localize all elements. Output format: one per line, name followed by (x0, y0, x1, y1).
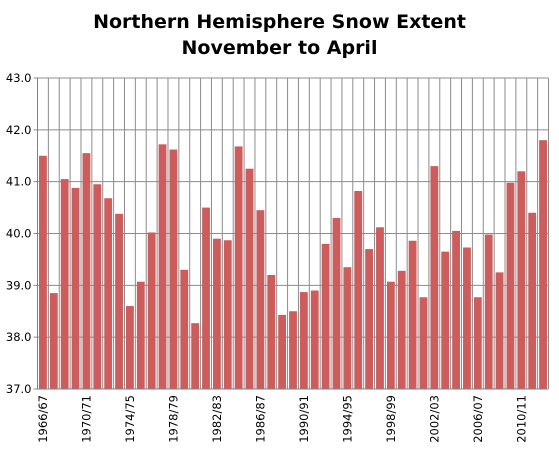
bar-1988-89 (278, 314, 287, 389)
grid-layer (33, 77, 549, 390)
x-tick-label: 1974/75 (123, 395, 137, 443)
y-tick-label: 42.0 (6, 123, 32, 137)
bar-2004-05 (452, 230, 460, 389)
bar-1974-75 (126, 306, 134, 389)
x-tick-label: 2002/03 (427, 395, 441, 443)
y-tick-labels: 37.0 38.0 39.0 40.0 41.0 42.0 43.0 (6, 71, 32, 396)
bar-1986-87 (256, 210, 265, 389)
y-tick-label: 40.0 (6, 227, 32, 241)
x-tick-labels: 1966/67 1970/71 1974/75 1978/79 1982/83 1986/… (36, 395, 528, 443)
bar-1992-93 (321, 243, 330, 389)
bar-1968-69 (60, 179, 69, 389)
bar-2000-01 (408, 240, 417, 389)
chart-title-line-1: Northern Hemisphere Snow Extent (93, 11, 466, 33)
bar-1993-94 (332, 217, 341, 389)
bar-1983-84 (223, 240, 232, 389)
chart-title-line-2: November to April (181, 37, 378, 59)
bar-layer (39, 140, 547, 389)
bar-2008-09 (495, 272, 504, 389)
x-tick-label: 1978/79 (166, 395, 180, 443)
bar-1984-85 (234, 146, 243, 389)
bar-1996-97 (365, 249, 374, 389)
bar-2011-12 (528, 212, 537, 389)
bar-1982-83 (212, 238, 221, 389)
bar-1979-80 (180, 269, 189, 389)
bar-1991-92 (310, 290, 319, 389)
bar-1999-00 (397, 270, 406, 389)
bar-1987-88 (267, 274, 276, 389)
y-tick-label: 41.0 (6, 175, 32, 189)
bar-2002-03 (430, 166, 439, 389)
bar-1997-98 (376, 227, 384, 389)
bar-2005-06 (463, 247, 471, 389)
bar-1973-74 (115, 213, 123, 389)
bar-1969-70 (71, 187, 80, 389)
x-tick-label: 2010/11 (514, 395, 528, 443)
bar-1977-78 (158, 144, 167, 389)
bar-1967-68 (49, 293, 58, 389)
x-tick-label: 1970/71 (79, 395, 93, 443)
y-tick-label: 39.0 (6, 278, 32, 292)
y-tick-label: 43.0 (6, 71, 32, 85)
bar-1995-96 (354, 190, 363, 389)
bar-2007-08 (484, 234, 493, 389)
axis-layer (37, 78, 549, 390)
bar-1980-81 (191, 323, 200, 389)
bar-2001-02 (419, 297, 428, 389)
bar-2006-07 (473, 297, 482, 389)
x-tick-label: 1994/95 (340, 395, 354, 443)
bar-2009-10 (506, 182, 515, 389)
x-tick-label: 1998/99 (384, 395, 398, 443)
x-tick-label: 1990/91 (297, 395, 311, 443)
y-tick-label: 38.0 (6, 330, 32, 344)
bar-1976-77 (147, 232, 156, 389)
bar-1970-71 (82, 153, 91, 389)
bar-1990-91 (299, 292, 308, 389)
x-tick-label: 1982/83 (210, 395, 224, 443)
bar-2010-11 (517, 171, 526, 389)
x-tick-label: 2006/07 (471, 395, 485, 443)
bar-1989-90 (289, 311, 297, 389)
bar-1994-95 (343, 267, 352, 389)
bar-1981-82 (202, 207, 210, 389)
x-tick-label: 1986/87 (253, 395, 267, 443)
bar-1972-73 (104, 198, 113, 389)
bar-1998-99 (386, 281, 395, 389)
bar-1975-76 (136, 281, 145, 389)
bar-1985-86 (245, 168, 254, 389)
x-tick-label: 1966/67 (36, 395, 50, 443)
bar-1971-72 (93, 184, 102, 389)
bar-1966-67 (39, 155, 47, 389)
bar-1978-79 (169, 149, 178, 389)
bar-2012-13 (539, 140, 547, 389)
bar-2003-04 (441, 251, 450, 389)
y-tick-label: 37.0 (6, 382, 32, 396)
